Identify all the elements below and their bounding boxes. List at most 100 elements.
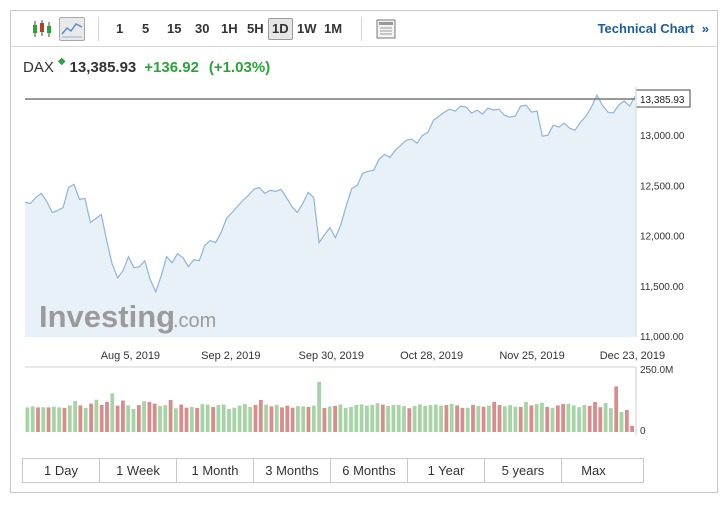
volume-bar xyxy=(359,404,364,432)
volume-bar xyxy=(428,405,433,432)
volume-bar xyxy=(587,405,592,432)
volume-bar xyxy=(619,412,624,432)
toolbar-separator xyxy=(361,17,362,41)
volume-bar xyxy=(46,407,51,432)
interval-1m[interactable]: 1M xyxy=(324,21,343,36)
volume-bar xyxy=(36,407,40,432)
interval-1h[interactable]: 1H xyxy=(221,21,238,36)
y-tick-label: 12,000.00 xyxy=(640,232,685,243)
volume-bar xyxy=(174,408,178,432)
volume-bar xyxy=(338,404,343,432)
volume-bar xyxy=(126,405,131,432)
range-5-years[interactable]: 5 years xyxy=(485,459,562,482)
interval-5[interactable]: 5 xyxy=(142,21,150,36)
volume-bar xyxy=(582,405,587,432)
chart-toolbar: 1 5 15 30 1H 5H 1D 1W 1M Technical Chart » xyxy=(11,11,717,47)
price-area xyxy=(25,95,635,337)
volume-bar xyxy=(243,404,247,432)
volume-bar xyxy=(322,407,327,432)
volume-bar xyxy=(41,407,46,432)
volume-bar xyxy=(412,405,417,432)
volume-bar xyxy=(147,402,152,432)
technical-chart-link[interactable]: Technical Chart » xyxy=(598,21,709,36)
range-3-months[interactable]: 3 Months xyxy=(254,459,331,482)
x-tick-label: Aug 5, 2019 xyxy=(101,350,160,362)
volume-bar xyxy=(630,425,634,432)
volume-bar xyxy=(571,405,576,432)
volume-bar xyxy=(285,405,290,432)
interval-30[interactable]: 30 xyxy=(195,21,210,36)
volume-bar xyxy=(258,400,263,432)
line-chart-icon[interactable] xyxy=(59,17,85,41)
price-change-percent: (+1.03%) xyxy=(208,59,271,77)
volume-bar xyxy=(189,406,194,432)
last-price: 13,385.93 xyxy=(69,59,137,77)
volume-bar xyxy=(444,405,449,432)
volume-bar xyxy=(550,407,555,432)
volume-bar xyxy=(502,406,507,432)
volume-bar xyxy=(534,404,539,432)
volume-bar xyxy=(216,405,221,432)
volume-bar xyxy=(311,405,316,432)
chart-settings-icon[interactable] xyxy=(373,17,399,41)
volume-bar xyxy=(83,407,88,432)
volume-bar xyxy=(168,400,173,432)
volume-bar xyxy=(545,406,550,432)
volume-bar xyxy=(513,406,518,432)
x-tick-label: Oct 28, 2019 xyxy=(400,350,463,362)
volume-bar xyxy=(280,407,284,432)
volume-bar xyxy=(460,407,465,432)
volume-bar xyxy=(163,405,168,432)
volume-bar xyxy=(487,405,491,432)
volume-bar xyxy=(301,406,306,432)
interval-5h[interactable]: 5H xyxy=(247,21,264,36)
volume-bar xyxy=(57,407,62,432)
price-line xyxy=(24,93,636,294)
volume-bar xyxy=(598,407,603,432)
volume-bar xyxy=(30,406,35,432)
y-tick-label: 11,000.00 xyxy=(640,332,684,343)
volume-bar xyxy=(497,405,502,432)
volume-bar xyxy=(354,404,359,432)
double-chevron-right-icon: » xyxy=(701,21,709,36)
volume-bar xyxy=(465,407,470,432)
volume-bar xyxy=(67,405,72,432)
volume-bar xyxy=(184,407,189,432)
volume-bar xyxy=(343,407,348,432)
candlestick-icon[interactable] xyxy=(29,17,55,41)
price-chart[interactable]: Investing.com 13,385.93 13,000.00 12,500.00… xyxy=(11,11,717,451)
interval-1w[interactable]: 1W xyxy=(297,21,317,36)
interval-1d[interactable]: 1D xyxy=(268,18,293,40)
volume-bar xyxy=(555,405,560,432)
volume-bar xyxy=(253,404,258,432)
range-1-week[interactable]: 1 Week xyxy=(100,459,177,482)
volume-bar xyxy=(593,402,597,432)
volume-bar xyxy=(614,386,619,432)
x-tick-label: Sep 2, 2019 xyxy=(201,350,260,362)
x-tick-label: Sep 30, 2019 xyxy=(298,350,363,362)
volume-bar xyxy=(248,406,253,432)
volume-bar xyxy=(396,404,401,432)
volume-bar xyxy=(205,404,210,432)
range-1-month[interactable]: 1 Month xyxy=(177,459,254,482)
x-tick-label: Nov 25, 2019 xyxy=(499,350,564,362)
volume-bar xyxy=(264,404,268,432)
volume-bar xyxy=(439,405,443,432)
quote-header: DAX ◆ 13,385.93 +136.92 (+1.03%) xyxy=(23,56,271,81)
volume-bar xyxy=(433,404,438,432)
interval-15[interactable]: 15 xyxy=(167,21,182,36)
volume-bar xyxy=(62,407,67,432)
range-max[interactable]: Max xyxy=(581,463,606,478)
volume-bar xyxy=(136,405,141,432)
volume-bar xyxy=(455,405,459,432)
range-1-day[interactable]: 1 Day xyxy=(23,459,100,482)
y-tick-label: 11,500.00 xyxy=(640,282,684,293)
volume-bar xyxy=(481,406,486,432)
range-6-months[interactable]: 6 Months xyxy=(331,459,408,482)
volume-bar xyxy=(274,404,279,432)
interval-1[interactable]: 1 xyxy=(116,21,124,36)
volume-bar xyxy=(508,405,512,432)
volume-bar xyxy=(471,404,475,432)
range-1-year[interactable]: 1 Year xyxy=(408,459,485,482)
toolbar-separator xyxy=(98,17,99,41)
